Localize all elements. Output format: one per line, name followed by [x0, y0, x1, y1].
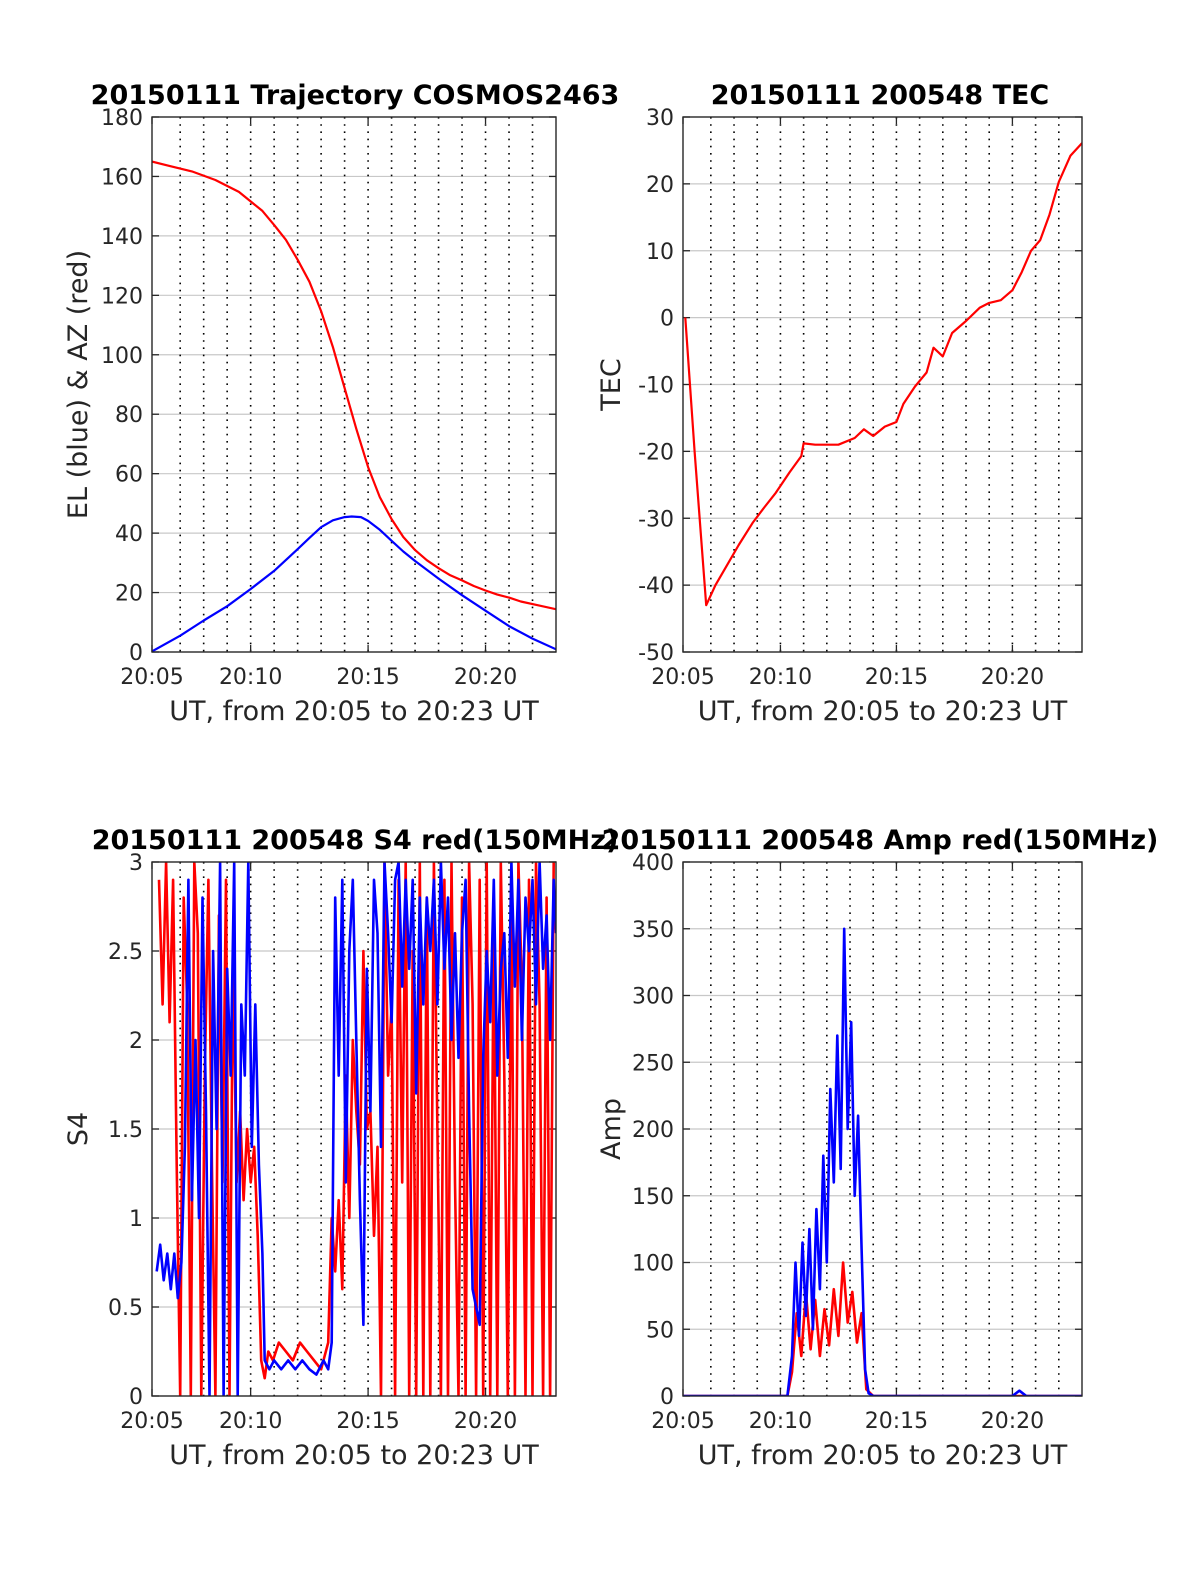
series-line-red — [683, 1261, 1082, 1396]
x-tick-label: 20:05 — [120, 1409, 183, 1434]
y-tick-label: 0 — [660, 307, 674, 332]
x-axis-label: UT, from 20:05 to 20:23 UT — [698, 696, 1068, 727]
x-tick-label: 20:15 — [865, 1409, 928, 1434]
y-axis-label: Amp — [596, 1098, 627, 1160]
series-line-blue — [683, 927, 1082, 1396]
axes-box — [682, 116, 1083, 653]
y-tick-label: 20 — [646, 173, 674, 198]
chart-title: 20150111 200548 TEC — [711, 80, 1050, 111]
series-group — [683, 927, 1082, 1396]
y-tick-label: -30 — [638, 507, 674, 532]
y-tick-label: 100 — [632, 1252, 674, 1277]
y-tick-label: 1.5 — [108, 1118, 143, 1143]
y-tick-label: 200 — [632, 1118, 674, 1143]
y-tick-label: 80 — [115, 403, 143, 428]
x-axis-label: UT, from 20:05 to 20:23 UT — [698, 1440, 1068, 1471]
y-tick-label: 1 — [129, 1207, 143, 1232]
y-tick-label: 20 — [115, 582, 143, 607]
x-tick-label: 20:20 — [454, 665, 517, 690]
y-tick-label: 0 — [660, 1385, 674, 1410]
chart-title: 20150111 200548 Amp red(150MHz) — [602, 825, 1159, 856]
series-group — [155, 862, 556, 1396]
y-tick-label: 2 — [129, 1029, 143, 1054]
x-tick-label: 20:10 — [219, 665, 282, 690]
series-group — [684, 142, 1082, 607]
y-tick-label: -50 — [638, 641, 674, 666]
y-tick-label: -40 — [638, 574, 674, 599]
x-tick-label: 20:05 — [651, 665, 714, 690]
x-tick-label: 20:20 — [981, 1409, 1044, 1434]
x-tick-label: 20:15 — [336, 665, 399, 690]
y-tick-label: 3 — [129, 851, 143, 876]
axes-box — [682, 861, 1083, 1397]
y-tick-label: 150 — [632, 1185, 674, 1210]
y-tick-label: -20 — [638, 440, 674, 465]
y-tick-label: 180 — [101, 106, 143, 131]
y-tick-label: 10 — [646, 240, 674, 265]
axes-box — [151, 861, 557, 1397]
series-line-blue — [152, 515, 556, 652]
x-tick-label: 20:15 — [336, 1409, 399, 1434]
y-tick-label: 400 — [632, 851, 674, 876]
panel-3: 0 0.5 1 1.5 2 2.5 3 20:05 20:10 20:15 20:20 2015011… — [63, 825, 618, 1471]
y-tick-label: 160 — [101, 165, 143, 190]
y-tick-label: 120 — [101, 284, 143, 309]
x-tick-label: 20:20 — [981, 665, 1044, 690]
series-line-red — [684, 142, 1082, 607]
y-tick-label: 40 — [115, 522, 143, 547]
x-tick-label: 20:10 — [749, 1409, 812, 1434]
y-tick-label: 60 — [115, 463, 143, 488]
x-tick-label: 20:10 — [219, 1409, 282, 1434]
series-group — [152, 160, 556, 652]
panel-1: 0 20 40 60 80 100 120 140 160 180 20:05 20:10 20:15 2… — [63, 80, 619, 727]
y-tick-label: 0.5 — [108, 1296, 143, 1321]
x-tick-label: 20:05 — [120, 665, 183, 690]
y-tick-label: 0 — [129, 1385, 143, 1410]
y-tick-label: 30 — [646, 106, 674, 131]
x-axis-label: UT, from 20:05 to 20:23 UT — [169, 1440, 539, 1471]
y-axis-label: TEC — [596, 358, 627, 411]
y-tick-label: 100 — [101, 344, 143, 369]
x-tick-label: 20:20 — [454, 1409, 517, 1434]
x-axis-label: UT, from 20:05 to 20:23 UT — [169, 696, 539, 727]
series-line-blue — [155, 862, 556, 1396]
y-tick-label: 50 — [646, 1318, 674, 1343]
x-tick-label: 20:15 — [865, 665, 928, 690]
x-tick-label: 20:05 — [651, 1409, 714, 1434]
chart-title: 20150111 200548 S4 red(150MHz) — [92, 825, 619, 856]
y-axis-label: S4 — [63, 1112, 94, 1146]
panel-2: -50 -40 -30 -20 -10 0 10 20 30 20:05 20:10 20:15 20:… — [596, 80, 1083, 727]
y-tick-label: -10 — [638, 374, 674, 399]
y-tick-label: 350 — [632, 918, 674, 943]
x-tick-label: 20:10 — [749, 665, 812, 690]
axes-box — [151, 116, 557, 653]
y-tick-label: 2.5 — [108, 940, 143, 965]
series-line-red — [152, 160, 556, 611]
y-tick-label: 250 — [632, 1051, 674, 1076]
y-axis-label: EL (blue) & AZ (red) — [63, 250, 94, 519]
panel-4: 0 50 100 150 200 250 300 350 400 20:05 20:10 20:15 2… — [596, 825, 1158, 1471]
y-tick-label: 300 — [632, 985, 674, 1010]
chart-title: 20150111 Trajectory COSMOS2463 — [91, 80, 620, 111]
y-tick-label: 140 — [101, 225, 143, 250]
y-tick-label: 0 — [129, 641, 143, 666]
